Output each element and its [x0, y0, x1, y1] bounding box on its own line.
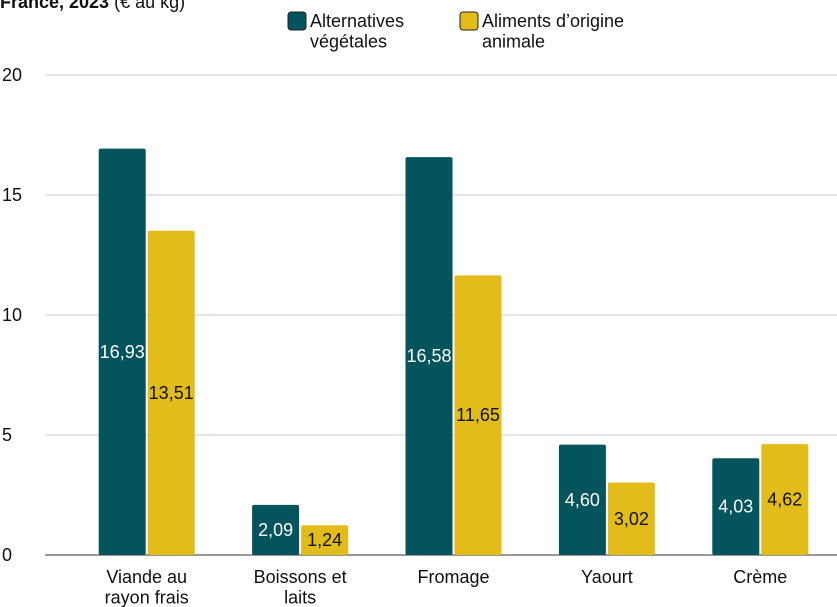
value-label: 16,58: [406, 346, 451, 366]
legend-swatch: [459, 11, 479, 31]
x-tick-label: Boissons et laits: [254, 567, 347, 607]
x-tick-label: Viande au rayon frais: [105, 567, 189, 607]
legend-label: Alternatives végétales: [310, 11, 404, 52]
value-label: 11,65: [456, 405, 500, 425]
subtitle: (€ au kg): [114, 0, 185, 12]
x-tick-label: Yaourt: [581, 567, 633, 587]
title: France, 2023: [0, 0, 109, 12]
value-label: 13,51: [149, 383, 194, 403]
bar: [607, 482, 655, 555]
y-tick-label: 15: [2, 185, 22, 205]
value-label: 4,62: [767, 490, 802, 510]
y-tick-label: 0: [2, 545, 12, 565]
legend-label: Aliments d’origine animale: [482, 11, 624, 52]
x-tick-label: Crème: [733, 567, 787, 587]
legend-swatch: [287, 11, 307, 31]
value-label: 16,93: [100, 342, 145, 362]
bar: [252, 504, 300, 555]
bar: [712, 458, 760, 555]
value-label: 4,60: [565, 490, 600, 510]
value-label: 3,02: [614, 509, 649, 529]
value-label: 4,03: [718, 497, 753, 517]
y-tick-label: 5: [2, 425, 12, 445]
y-tick-label: 10: [2, 305, 22, 325]
x-tick-label: Fromage: [417, 567, 489, 587]
chart-title: France, 2023 (€ au kg): [0, 0, 185, 12]
bar: [405, 157, 453, 555]
bar: [98, 148, 146, 555]
value-label: 1,24: [307, 530, 342, 550]
bar: [761, 444, 809, 555]
bar: [147, 230, 195, 555]
y-tick-label: 20: [2, 65, 22, 85]
bar: [558, 444, 606, 555]
value-label: 2,09: [258, 520, 293, 540]
bar: [301, 525, 349, 555]
bar: [454, 275, 502, 555]
